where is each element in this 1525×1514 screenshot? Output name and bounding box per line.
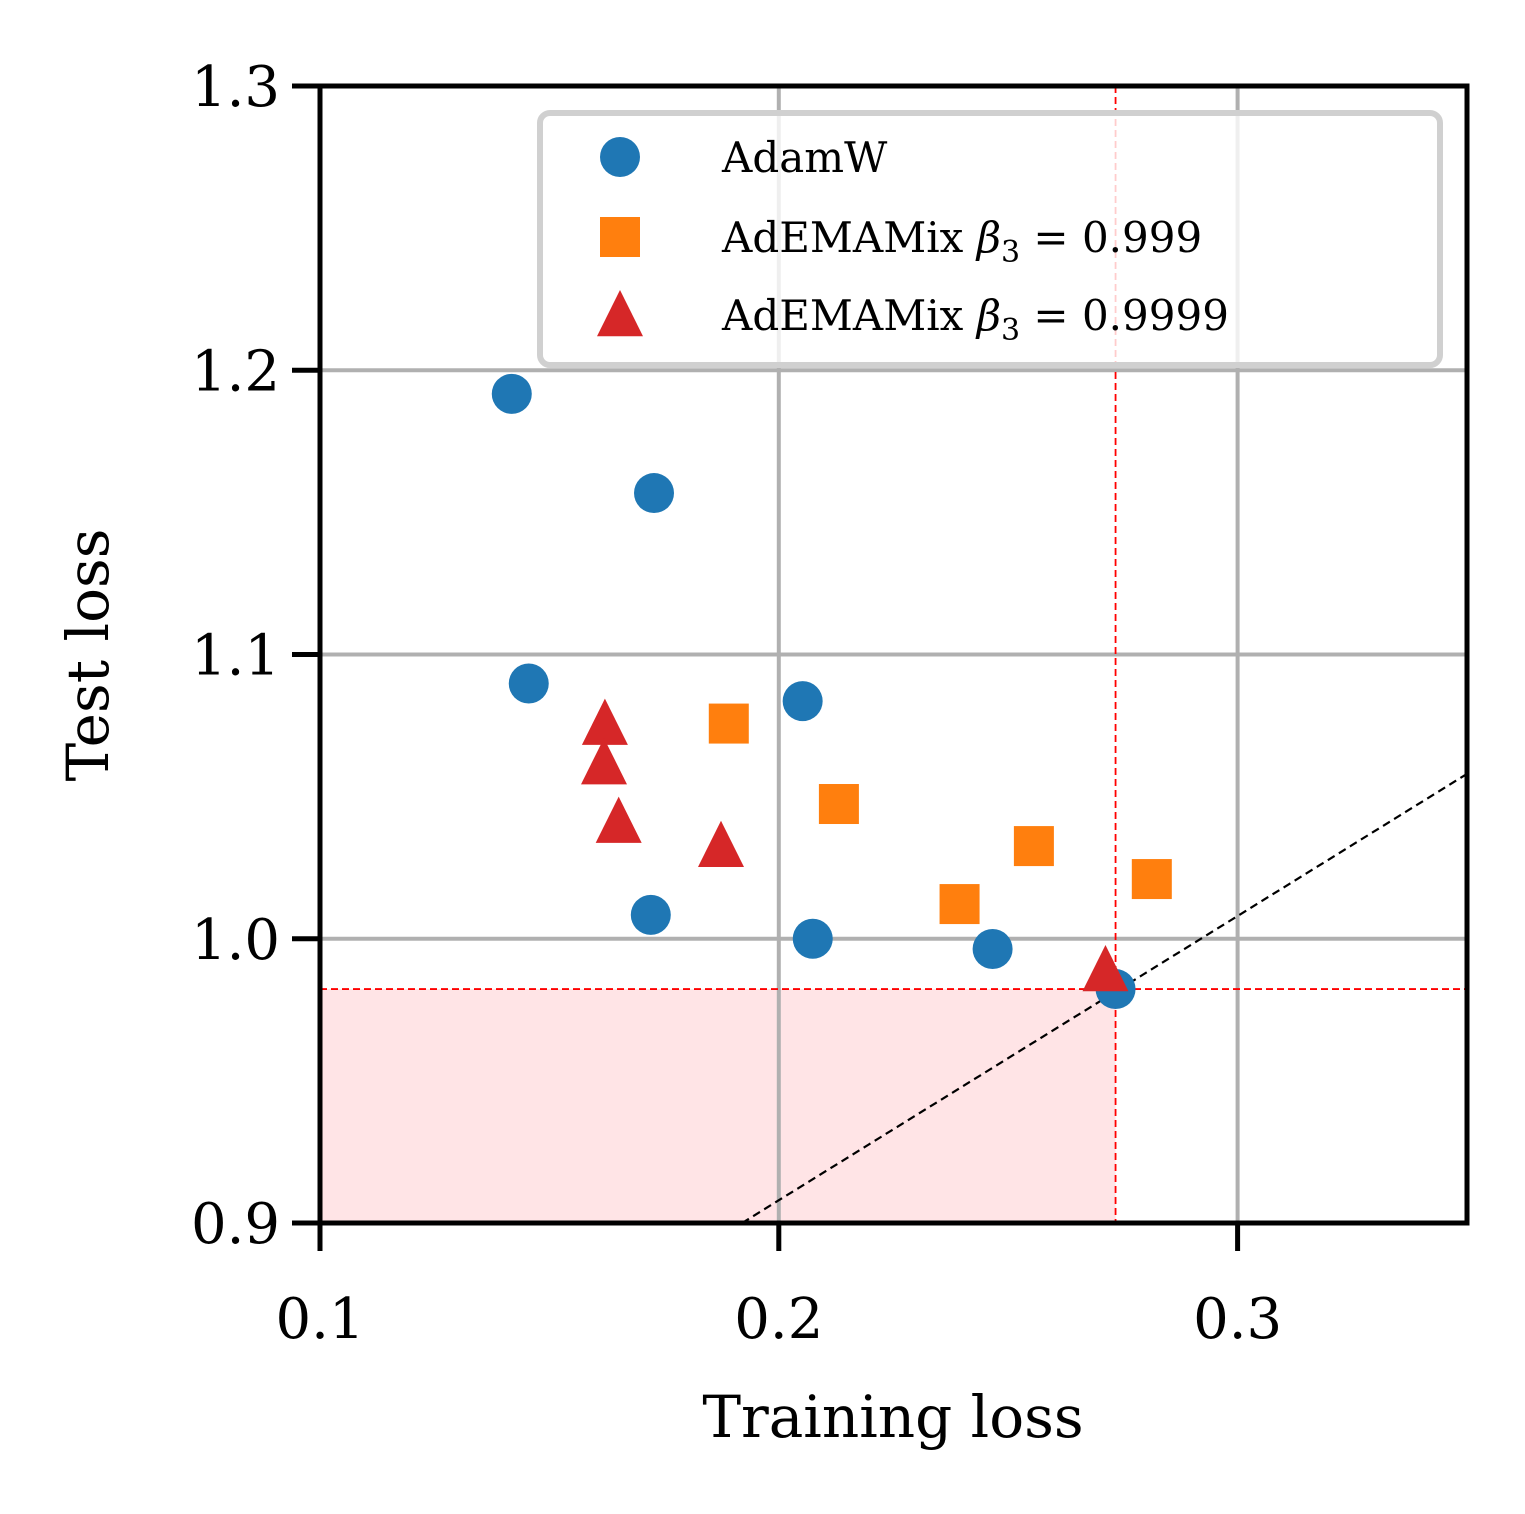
ticks-layer: 0.1 0.2 0.3 0.9 1.0 1.1 1.2 1.3: [191, 55, 1282, 1352]
x-tick-label: 0.2: [734, 1287, 823, 1352]
legend-label-main: AdEMAMix: [721, 213, 977, 262]
x-axis-label: Training loss: [702, 1383, 1083, 1451]
data-point-circle: [972, 928, 1013, 969]
series-triangle-points: [580, 698, 1129, 992]
y-axis-label: Test loss: [54, 528, 122, 781]
data-point-triangle: [581, 698, 628, 745]
data-point-triangle: [697, 820, 744, 868]
shaded-region-layer: [320, 989, 1116, 1223]
data-point-circle: [792, 918, 833, 959]
series-circle-points: [491, 373, 1136, 1010]
legend-label: AdEMAMix β3 = 0.9999: [721, 291, 1229, 348]
legend-label: AdamW: [721, 133, 888, 182]
legend-label-value: = 0.9999: [1020, 291, 1229, 340]
data-point-triangle: [580, 738, 627, 785]
legend-entry: AdEMAMix β3 = 0.999: [600, 213, 1202, 270]
legend-label-sub: 3: [1001, 313, 1020, 348]
legend-label-main: AdamW: [721, 133, 888, 182]
legend-label-math: β: [975, 213, 1001, 262]
y-tick-label: 1.2: [191, 339, 280, 404]
y-tick-label: 1.1: [191, 624, 280, 689]
data-point-circle: [634, 473, 675, 514]
data-point-circle: [782, 681, 823, 722]
legend-label-sub: 3: [1001, 235, 1020, 270]
y-tick-label: 1.3: [191, 55, 280, 120]
y-tick-label: 0.9: [191, 1192, 280, 1257]
data-point-circle: [508, 663, 549, 704]
legend-box: [537, 110, 1443, 368]
legend-marker-circle-icon: [600, 137, 640, 177]
data-point-square: [1013, 826, 1054, 867]
legend-label: AdEMAMix β3 = 0.999: [721, 213, 1202, 270]
data-point-circle: [630, 894, 671, 935]
data-point-square: [708, 703, 749, 744]
legend-marker-square-icon: [600, 217, 640, 257]
legend-entry: AdEMAMix β3 = 0.9999: [597, 290, 1229, 348]
legend-label-value: = 0.999: [1020, 213, 1202, 262]
y-tick-label: 1.0: [191, 908, 280, 973]
legend-marker-triangle-icon: [597, 290, 643, 337]
shaded-region: [320, 989, 1116, 1223]
legend-entry: AdamW: [600, 133, 888, 182]
data-point-triangle: [1082, 945, 1129, 992]
legend-label-math: β: [975, 291, 1001, 340]
data-point-square: [818, 784, 859, 825]
series-square-points: [708, 703, 1172, 925]
legend-label-main: AdEMAMix: [721, 291, 977, 340]
data-point-circle: [491, 373, 532, 414]
data-points-layer: [491, 373, 1172, 1010]
x-tick-label: 0.1: [275, 1287, 364, 1352]
data-point-square: [939, 884, 980, 925]
data-point-triangle: [595, 796, 642, 843]
x-tick-label: 0.3: [1193, 1287, 1282, 1352]
data-point-square: [1131, 859, 1172, 900]
